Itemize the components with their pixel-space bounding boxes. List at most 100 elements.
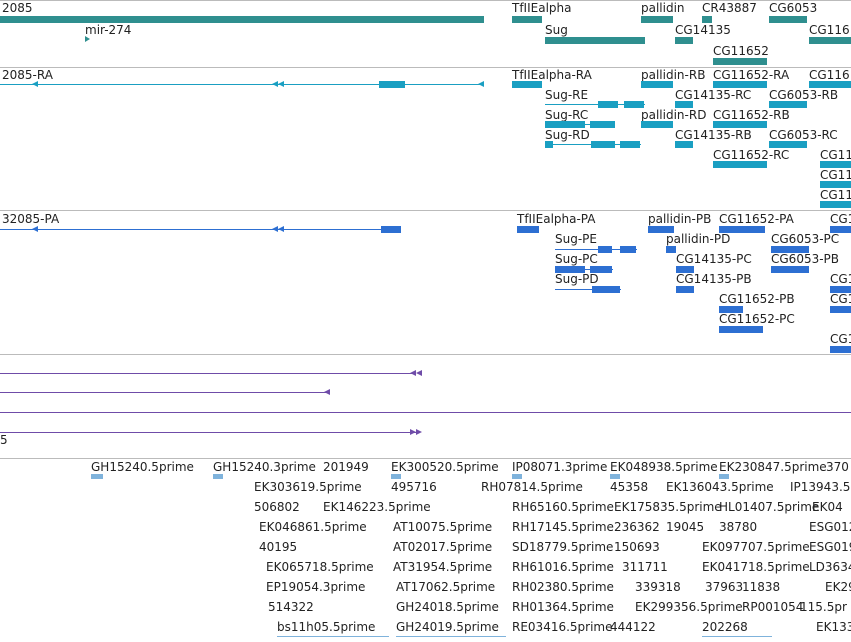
gene-feature[interactable]	[545, 37, 645, 44]
transcript-label[interactable]: TfIIEalpha-RA	[512, 68, 592, 82]
protein-label[interactable]: CG14135-PB	[676, 272, 752, 286]
transcript-label[interactable]: Sug-RE	[545, 88, 589, 102]
protein-label[interactable]: CG1	[830, 272, 851, 286]
est-label[interactable]: RP001054	[742, 600, 804, 614]
transcript-exon[interactable]	[641, 121, 673, 128]
est-label[interactable]: 11838	[742, 580, 781, 594]
est-label[interactable]: 40195	[259, 540, 298, 554]
est-label[interactable]: EK303619.5prime	[254, 480, 362, 494]
est-label[interactable]: 45358	[610, 480, 649, 494]
est-label[interactable]: EK230847.5prime	[719, 460, 827, 474]
gene-label[interactable]: 2085	[2, 1, 33, 15]
est-label[interactable]: bs11h05.5prime	[277, 620, 376, 634]
est-label[interactable]: RH02380.5prime	[512, 580, 614, 594]
est-label[interactable]: SD18779.5prime	[512, 540, 614, 554]
est-label[interactable]: ESG012	[809, 520, 851, 534]
transcript-label[interactable]: CG11652-RA	[713, 68, 790, 82]
transcript-intron[interactable]	[545, 104, 645, 105]
est-feature[interactable]	[91, 474, 103, 479]
gene-label[interactable]: CR43887	[702, 1, 757, 15]
transcript-exon[interactable]	[598, 101, 618, 108]
gene-feature[interactable]	[85, 36, 90, 42]
transcript-exon[interactable]	[675, 141, 693, 148]
est-label[interactable]: IP08071.3prime	[512, 460, 608, 474]
protein-segment[interactable]	[592, 286, 620, 293]
est-label[interactable]: EK065718.5prime	[266, 560, 374, 574]
est-label[interactable]: 19045	[666, 520, 705, 534]
est-feature[interactable]	[396, 636, 506, 637]
gene-feature[interactable]	[0, 16, 484, 23]
protein-segment[interactable]	[771, 246, 809, 253]
protein-segment[interactable]	[555, 266, 585, 273]
transcript-exon[interactable]	[820, 161, 851, 168]
est-label[interactable]: IP13943.5	[790, 480, 851, 494]
est-feature[interactable]	[391, 474, 401, 479]
protein-label[interactable]: TfIIEalpha-PA	[517, 212, 596, 226]
transcript-exon[interactable]	[713, 121, 767, 128]
transcript-label[interactable]: CG11652-RC	[713, 148, 790, 162]
protein-segment[interactable]	[676, 266, 694, 273]
est-label[interactable]: EK133	[816, 620, 851, 634]
est-label[interactable]: LD3634	[809, 560, 851, 574]
protein-segment[interactable]	[719, 226, 765, 233]
transcript-exon[interactable]	[379, 81, 405, 88]
transcript-exon[interactable]	[620, 141, 640, 148]
alignment-end[interactable]	[416, 429, 422, 435]
transcript-label[interactable]: CG11652-RB	[713, 108, 790, 122]
est-label[interactable]: EK04	[812, 500, 843, 514]
gene-label[interactable]: mir-274	[85, 23, 132, 37]
protein-segment[interactable]	[648, 226, 674, 233]
est-label[interactable]: 37963	[705, 580, 744, 594]
protein-segment[interactable]	[830, 346, 851, 353]
protein-segment[interactable]	[830, 226, 851, 233]
transcript-exon[interactable]	[32, 81, 38, 87]
protein-segment[interactable]	[32, 226, 38, 232]
gene-feature[interactable]	[675, 37, 693, 44]
est-label[interactable]: 202268	[702, 620, 748, 634]
transcript-exon[interactable]	[809, 81, 851, 88]
est-label[interactable]: RE03416.5prime	[512, 620, 613, 634]
gene-feature[interactable]	[512, 16, 542, 23]
transcript-label[interactable]: CG14135-RC	[675, 88, 752, 102]
transcript-exon[interactable]	[820, 201, 851, 208]
gene-label[interactable]: CG116	[809, 23, 850, 37]
protein-intron[interactable]	[0, 229, 401, 230]
transcript-exon[interactable]	[769, 141, 807, 148]
protein-label[interactable]: CG11652-PB	[719, 292, 795, 306]
protein-segment[interactable]	[719, 306, 743, 313]
protein-label[interactable]: CG6053-PB	[771, 252, 840, 266]
gene-label[interactable]: TfIIEalpha	[512, 1, 572, 15]
alignment-end[interactable]	[416, 370, 422, 376]
est-label[interactable]: AT17062.5prime	[396, 580, 496, 594]
est-label[interactable]: EK041718.5prime	[702, 560, 810, 574]
est-label[interactable]: HL01407.5prime	[719, 500, 820, 514]
protein-segment[interactable]	[272, 226, 278, 232]
alignment-end[interactable]	[410, 370, 416, 376]
est-label[interactable]: GH15240.3prime	[213, 460, 316, 474]
protein-label[interactable]: Sug-PE	[555, 232, 597, 246]
est-label[interactable]: GH24018.5prime	[396, 600, 499, 614]
transcript-label[interactable]: 2085-RA	[2, 68, 53, 82]
est-label[interactable]: EK300520.5prime	[391, 460, 499, 474]
protein-label[interactable]: CG1	[830, 292, 851, 306]
est-label[interactable]: EK146223.5prime	[323, 500, 431, 514]
transcript-label[interactable]: CG116	[809, 68, 850, 82]
transcript-exon[interactable]	[820, 181, 851, 188]
est-feature[interactable]	[610, 474, 620, 479]
transcript-exon[interactable]	[590, 121, 615, 128]
transcript-intron[interactable]	[0, 84, 484, 85]
gene-feature[interactable]	[713, 58, 767, 65]
gene-feature[interactable]	[641, 16, 673, 23]
est-feature[interactable]	[512, 474, 522, 479]
protein-label[interactable]: CG1	[830, 212, 851, 226]
protein-segment[interactable]	[830, 306, 851, 313]
protein-label[interactable]: CG11652-PC	[719, 312, 795, 326]
alignment-line[interactable]	[0, 412, 851, 413]
transcript-label[interactable]: CG11	[820, 188, 851, 202]
est-label[interactable]: 514322	[268, 600, 314, 614]
est-label[interactable]: RH61016.5prime	[512, 560, 614, 574]
protein-segment[interactable]	[830, 286, 851, 293]
est-feature[interactable]	[277, 636, 389, 637]
est-feature[interactable]	[702, 636, 772, 637]
transcript-exon[interactable]	[675, 101, 693, 108]
